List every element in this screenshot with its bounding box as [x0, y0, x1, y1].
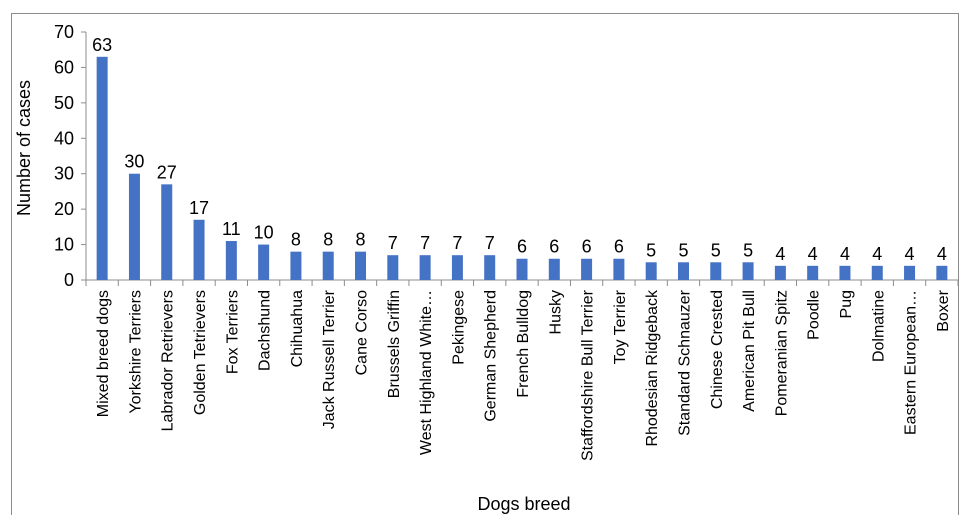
- bar: [484, 255, 496, 280]
- data-label: 4: [905, 244, 915, 264]
- category-label: Brussels Griffin: [386, 290, 403, 398]
- category-label: Fox Terriers: [224, 290, 241, 374]
- y-tick-label: 0: [64, 270, 74, 290]
- data-label: 27: [157, 162, 177, 182]
- category-label: Pug: [838, 290, 855, 318]
- category-label: Cane Corso: [354, 290, 371, 375]
- category-label: American Pit Bull: [741, 290, 758, 412]
- category-label: Staffordshire Bull Terrier: [580, 289, 597, 461]
- data-label: 6: [614, 237, 624, 257]
- data-label: 4: [840, 244, 850, 264]
- bar: [193, 219, 205, 280]
- bar: [871, 265, 883, 280]
- category-label: Boxer: [935, 289, 952, 331]
- bar: [807, 265, 819, 280]
- y-axis-label: Number of cases: [14, 80, 34, 216]
- bar: [710, 262, 722, 280]
- category-label: Pekingese: [450, 290, 467, 365]
- category-label: Eastern European…: [903, 290, 920, 435]
- data-label: 6: [582, 237, 592, 257]
- category-label: Poodle: [806, 290, 823, 340]
- data-label: 5: [678, 240, 688, 260]
- bar: [96, 56, 108, 280]
- data-label: 63: [92, 35, 112, 55]
- data-label: 7: [452, 233, 462, 253]
- y-tick-label: 50: [54, 93, 74, 113]
- data-label: 5: [743, 240, 753, 260]
- y-axis: 0 10 20 30 40 50 60 70: [54, 22, 87, 290]
- bar: [645, 262, 657, 280]
- bar: [581, 258, 593, 280]
- data-label: 7: [485, 233, 495, 253]
- bars: [96, 56, 948, 280]
- bar: [839, 265, 851, 280]
- data-label: 4: [775, 244, 785, 264]
- data-label: 8: [323, 230, 333, 250]
- bar: [548, 258, 560, 280]
- category-label: Chihuahua: [289, 290, 306, 368]
- data-label: 7: [388, 233, 398, 253]
- category-label: Chinese Crested: [709, 290, 726, 409]
- x-axis: [85, 279, 959, 286]
- y-tick-label: 10: [54, 235, 74, 255]
- bar: [387, 255, 399, 280]
- category-label: Toy Terrier: [612, 289, 629, 364]
- category-label: Standard Schnauzer: [676, 289, 693, 436]
- data-label: 8: [291, 230, 301, 250]
- category-label: French Bulldog: [515, 290, 532, 398]
- data-label: 4: [872, 244, 882, 264]
- bar: [419, 255, 431, 280]
- y-tick-label: 40: [54, 128, 74, 148]
- bar: [936, 265, 948, 280]
- category-label: Pomeranian Spitz: [773, 290, 790, 416]
- category-label: German Shepherd: [483, 290, 500, 422]
- data-label: 5: [711, 240, 721, 260]
- y-tick-label: 60: [54, 57, 74, 77]
- y-tick-label: 70: [54, 22, 74, 42]
- category-label: Mixed breed dogs: [95, 290, 112, 417]
- bar: [904, 265, 916, 280]
- category-label: Jack Russell Terrier: [321, 289, 338, 429]
- bar: [451, 255, 463, 280]
- data-label: 8: [356, 230, 366, 250]
- bar: [742, 262, 754, 280]
- category-label: Yorkshire Terriers: [127, 290, 144, 414]
- bar: [225, 241, 237, 280]
- bar: [258, 244, 270, 280]
- bar: [516, 258, 528, 280]
- bar: [128, 173, 140, 280]
- category-label: Rhodesian Ridgeback: [644, 289, 661, 447]
- data-label: 5: [646, 240, 656, 260]
- data-label: 11: [222, 219, 241, 239]
- y-tick-label: 20: [54, 199, 74, 219]
- data-labels: 63 30 27 17 11 10 8 8 8 7 7 7 7 6 6 6 6 5 5 5 5 4 4 4 4 4 4: [92, 35, 947, 264]
- data-label: 6: [517, 237, 527, 257]
- category-labels: Mixed breed dogs Yorkshire Terriers Labrad…: [95, 289, 952, 461]
- bar: [774, 265, 786, 280]
- data-label: 30: [124, 152, 144, 172]
- data-label: 10: [254, 223, 274, 243]
- data-label: 17: [189, 198, 209, 218]
- bar: [677, 262, 689, 280]
- bar: [290, 251, 302, 280]
- x-axis-label: Dogs breed: [477, 494, 570, 514]
- bar: [613, 258, 625, 280]
- category-label: West Highland White…: [418, 290, 435, 455]
- data-label: 4: [808, 244, 818, 264]
- data-label: 4: [937, 244, 947, 264]
- category-label: Golden Tetrievers: [192, 290, 209, 415]
- y-tick-label: 30: [54, 164, 74, 184]
- category-label: Dachshund: [257, 290, 274, 371]
- category-label: Husky: [547, 290, 564, 334]
- category-label: Labrador Retrievers: [160, 290, 177, 431]
- data-label: 6: [549, 237, 559, 257]
- bar: [355, 251, 367, 280]
- data-label: 7: [420, 233, 430, 253]
- bar: [161, 184, 173, 280]
- category-label: Dolmatine: [870, 290, 887, 362]
- bar: [322, 251, 334, 280]
